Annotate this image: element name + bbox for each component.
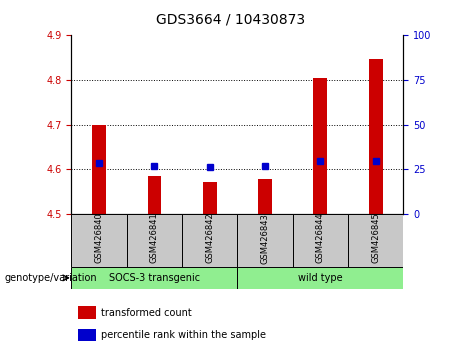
Bar xyxy=(148,176,161,214)
Text: GSM426843: GSM426843 xyxy=(260,213,270,263)
Text: wild type: wild type xyxy=(298,273,343,283)
Text: GSM426842: GSM426842 xyxy=(205,213,214,263)
Bar xyxy=(78,307,96,319)
Bar xyxy=(182,214,237,267)
Text: GSM426844: GSM426844 xyxy=(316,213,325,263)
Text: SOCS-3 transgenic: SOCS-3 transgenic xyxy=(109,273,200,283)
Bar xyxy=(203,182,217,214)
Text: genotype/variation: genotype/variation xyxy=(5,273,97,283)
Bar xyxy=(293,214,348,267)
Bar xyxy=(127,214,182,267)
Text: GSM426845: GSM426845 xyxy=(371,213,380,263)
Bar xyxy=(237,214,293,267)
Bar xyxy=(348,214,403,267)
Bar xyxy=(369,59,383,214)
Text: GSM426840: GSM426840 xyxy=(95,213,104,263)
Bar xyxy=(313,78,327,214)
Bar xyxy=(92,125,106,214)
Bar xyxy=(71,214,127,267)
Bar xyxy=(78,329,96,341)
Text: GSM426841: GSM426841 xyxy=(150,213,159,263)
Text: percentile rank within the sample: percentile rank within the sample xyxy=(101,330,266,340)
Bar xyxy=(258,179,272,214)
Bar xyxy=(71,267,237,289)
Text: transformed count: transformed count xyxy=(101,308,192,318)
Text: GDS3664 / 10430873: GDS3664 / 10430873 xyxy=(156,12,305,27)
Bar xyxy=(237,267,403,289)
